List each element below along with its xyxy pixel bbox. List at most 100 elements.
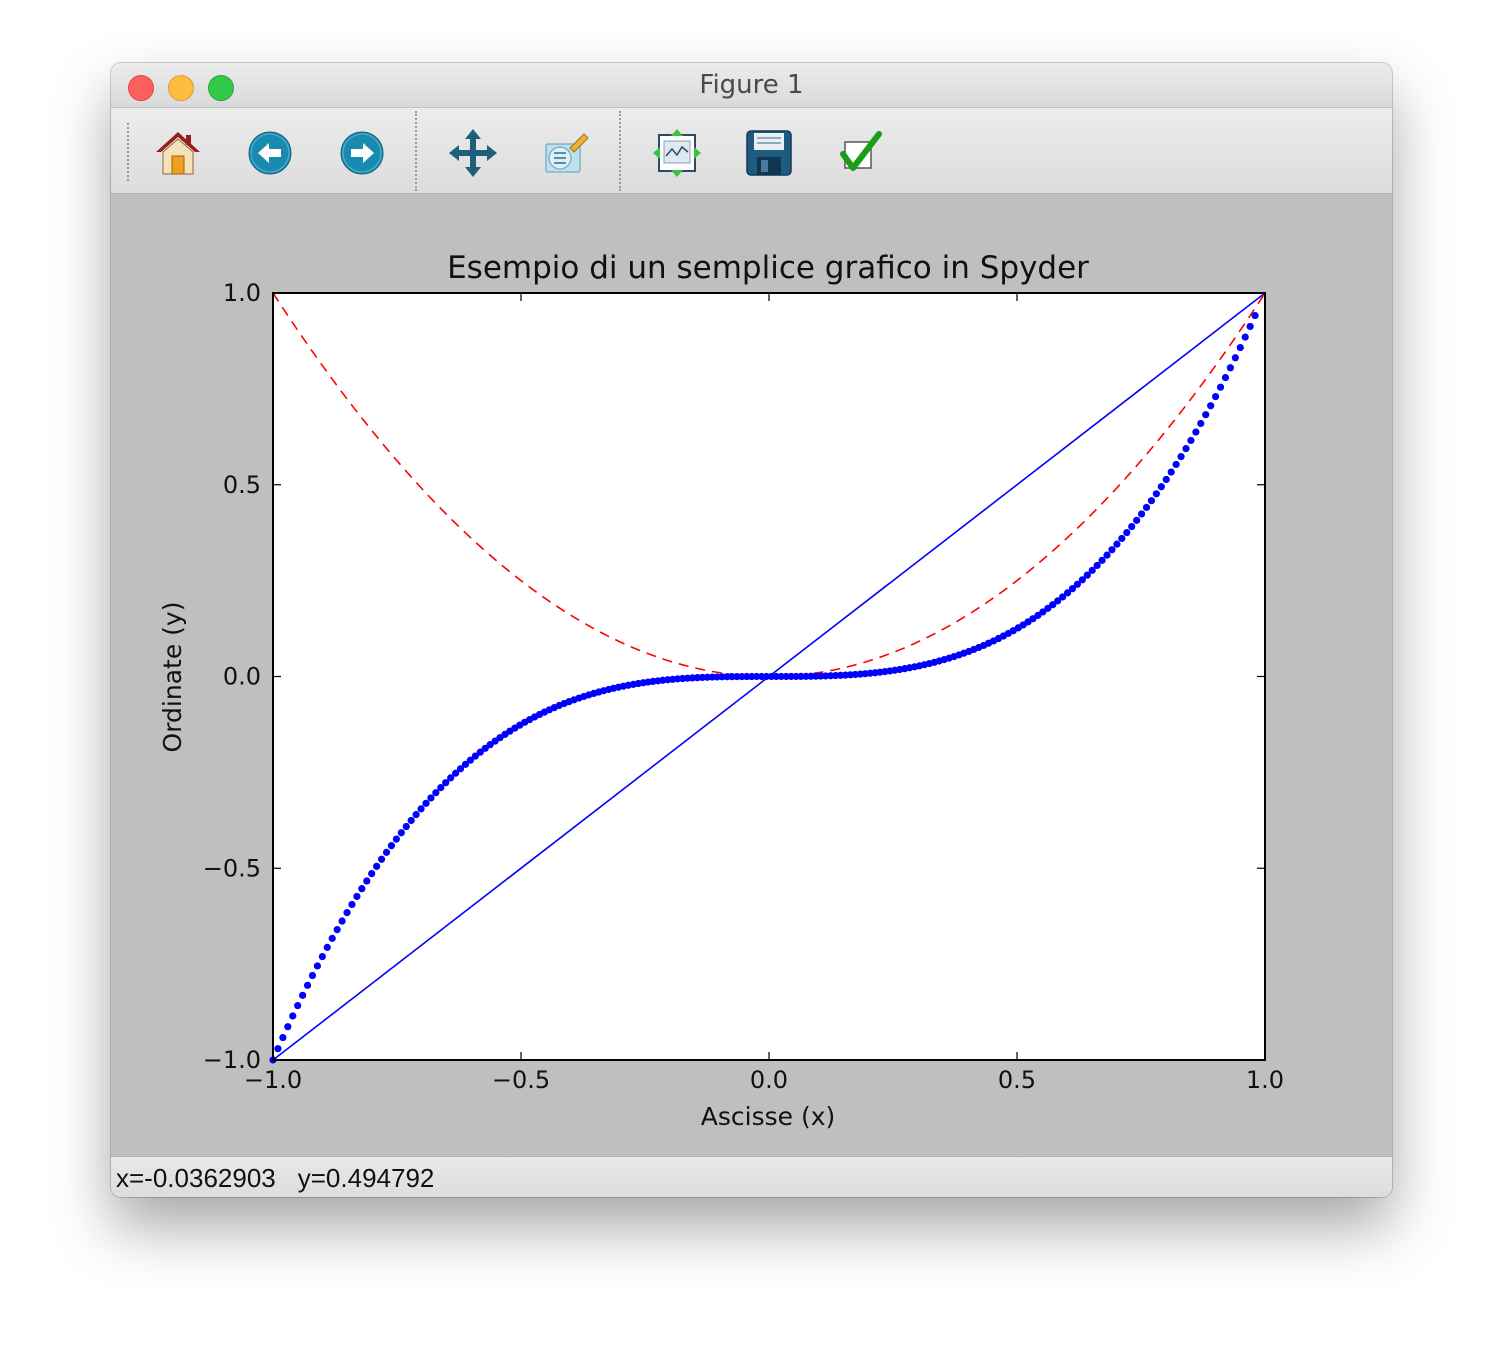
y-tick-label: −0.5 [203, 854, 261, 882]
data-point-cubic [279, 1033, 287, 1042]
cursor-coordinates: x=-0.0362903 y=0.494792 [116, 1163, 434, 1194]
back-arrow-icon [248, 131, 292, 175]
data-point-cubic [284, 1023, 292, 1031]
data-point-cubic [1128, 522, 1136, 531]
data-point-cubic [407, 816, 415, 825]
y-tick-label: 0.0 [223, 663, 261, 691]
data-point-cubic [442, 779, 450, 787]
data-point-cubic [402, 822, 410, 831]
subplots-icon [653, 129, 701, 177]
data-point-cubic [373, 862, 381, 870]
pan-button[interactable] [446, 126, 500, 180]
data-point-cubic [387, 842, 396, 850]
data-point-cubic [777, 672, 785, 681]
data-point-cubic [427, 794, 435, 802]
data-point-cubic [338, 917, 346, 925]
data-point-cubic [1044, 604, 1052, 612]
data-point-cubic [748, 672, 756, 681]
data-point-cubic [353, 892, 361, 901]
data-point-cubic [1236, 343, 1244, 352]
data-point-cubic [1182, 445, 1190, 453]
data-point-cubic [1133, 516, 1141, 524]
data-point-cubic [1172, 460, 1180, 469]
data-point-cubic [1093, 561, 1101, 570]
data-point-cubic [1207, 402, 1215, 410]
data-point-cubic [1212, 392, 1220, 401]
save-button[interactable] [742, 126, 796, 180]
title-bar: Figure 1 [111, 63, 1392, 108]
data-point-cubic [392, 835, 400, 843]
data-point-cubic [447, 774, 455, 782]
data-point-cubic [397, 829, 405, 837]
navigation-toolbar [111, 108, 1392, 194]
back-button[interactable] [243, 126, 297, 180]
plot-area[interactable]: −1.0 −0.5 0.0 0.5 1.0 −1.0 −0.5 0.0 0.5 1.0 Esemp… [111, 194, 1392, 1155]
data-point-cubic [1202, 411, 1210, 419]
data-point-cubic [1059, 593, 1067, 601]
data-point-cubic [318, 952, 326, 961]
data-point-cubic [1241, 333, 1249, 341]
data-point-cubic [481, 744, 489, 752]
y-tick-label: 0.5 [223, 471, 261, 499]
x-tick-label: −0.5 [492, 1066, 550, 1094]
data-point-cubic [1063, 589, 1072, 597]
data-point-cubic [1054, 597, 1062, 605]
customize-button[interactable] [833, 126, 887, 180]
zoom-button[interactable] [538, 126, 592, 180]
data-point-cubic [456, 765, 465, 773]
data-point-cubic [476, 748, 484, 756]
subplots-button[interactable] [650, 126, 704, 180]
data-point-cubic [461, 760, 470, 768]
data-point-cubic [1068, 585, 1077, 593]
cursor-x-readout: x=-0.0362903 [116, 1163, 276, 1193]
forward-button[interactable] [335, 126, 389, 180]
data-point-cubic [1177, 453, 1185, 461]
data-point-cubic [772, 672, 780, 681]
data-point-cubic [452, 769, 460, 777]
figure-canvas[interactable]: −1.0 −0.5 0.0 0.5 1.0 −1.0 −0.5 0.0 0.5 1.0 Esemp… [111, 194, 1392, 1155]
toolbar-separator [415, 111, 417, 191]
zoom-icon [545, 133, 589, 173]
minimize-window-button[interactable] [168, 75, 194, 101]
data-point-cubic [328, 934, 336, 942]
data-point-cubic [1137, 510, 1146, 518]
chart-title: Esempio di un semplice grafico in Spyder [447, 250, 1089, 286]
y-tick-label: −1.0 [203, 1046, 261, 1074]
data-point-cubic [1152, 490, 1160, 498]
toolbar-grip[interactable] [127, 123, 129, 181]
data-point-cubic [274, 1045, 282, 1053]
customize-icon [840, 131, 882, 171]
x-tick-label: 1.0 [1246, 1066, 1284, 1094]
data-point-cubic [432, 789, 440, 797]
data-point-cubic [358, 885, 366, 893]
data-point-cubic [299, 991, 307, 999]
data-point-cubic [1142, 503, 1151, 512]
data-point-cubic [303, 981, 312, 989]
data-point-cubic [1113, 540, 1121, 548]
data-point-cubic [377, 855, 386, 863]
data-point-cubic [738, 672, 746, 681]
data-point-cubic [762, 672, 771, 681]
data-point-cubic [422, 799, 430, 807]
home-button[interactable] [151, 126, 205, 180]
data-point-cubic [1221, 373, 1230, 382]
save-icon [746, 130, 792, 176]
data-point-cubic [1108, 546, 1116, 554]
data-point-cubic [466, 756, 474, 764]
maximize-window-button[interactable] [208, 75, 234, 101]
data-point-cubic [753, 672, 761, 681]
data-point-cubic [308, 971, 317, 980]
data-point-cubic [412, 811, 420, 819]
data-point-cubic [382, 848, 391, 856]
data-point-cubic [787, 672, 795, 681]
data-point-cubic [348, 900, 356, 909]
data-point-cubic [743, 672, 751, 681]
data-point-cubic [1216, 383, 1225, 391]
data-point-cubic [1246, 322, 1254, 331]
data-point-cubic [1192, 428, 1200, 436]
data-point-cubic [1187, 436, 1195, 445]
data-point-cubic [1197, 419, 1205, 428]
close-window-button[interactable] [128, 75, 154, 101]
data-point-cubic [1088, 566, 1096, 574]
x-tick-label: 0.0 [750, 1066, 788, 1094]
